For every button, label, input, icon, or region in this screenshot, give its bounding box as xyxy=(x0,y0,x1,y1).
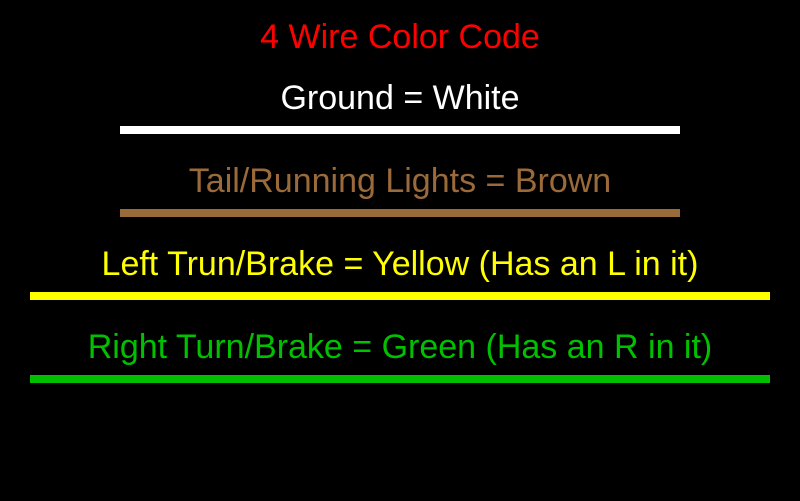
diagram-title: 4 Wire Color Code xyxy=(260,18,540,57)
wire-color-code-diagram: 4 Wire Color Code Ground = White Tail/Ru… xyxy=(0,0,800,501)
wire-line-ground xyxy=(120,126,680,134)
wire-label-right: Right Turn/Brake = Green (Has an R in it… xyxy=(88,328,713,367)
wire-row-ground: Ground = White xyxy=(120,79,680,134)
wire-row-right: Right Turn/Brake = Green (Has an R in it… xyxy=(30,328,770,383)
wire-line-right xyxy=(30,375,770,383)
wire-row-tail: Tail/Running Lights = Brown xyxy=(120,162,680,217)
wire-label-tail: Tail/Running Lights = Brown xyxy=(189,162,611,201)
wire-line-tail xyxy=(120,209,680,217)
wire-row-left: Left Trun/Brake = Yellow (Has an L in it… xyxy=(30,245,770,300)
wire-line-left xyxy=(30,292,770,300)
wire-label-left: Left Trun/Brake = Yellow (Has an L in it… xyxy=(102,245,699,284)
wire-label-ground: Ground = White xyxy=(280,79,519,118)
